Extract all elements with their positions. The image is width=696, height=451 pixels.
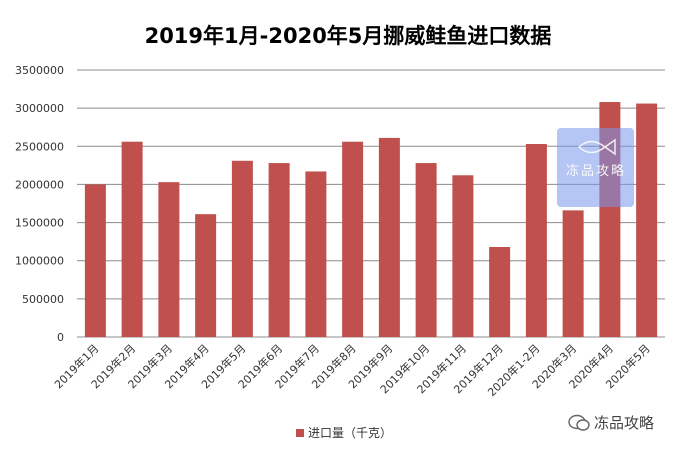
legend: 进口量（千克） <box>296 424 392 441</box>
bar <box>415 163 437 337</box>
bar <box>268 163 290 337</box>
watermark-text: 冻品攻略 <box>565 164 626 179</box>
y-tick-label: 2000000 <box>15 178 64 191</box>
bar <box>636 103 658 338</box>
bar <box>158 182 180 337</box>
bar <box>121 141 143 337</box>
chart-title: 2019年1月-2020年5月挪威鲑鱼进口数据 <box>144 24 552 48</box>
y-tick-label: 0 <box>57 331 64 344</box>
bar <box>231 160 253 337</box>
fish-icon <box>577 138 616 156</box>
bar <box>342 141 364 337</box>
brand-text: 冻品攻略 <box>594 414 655 432</box>
brand-mark: 冻品攻略 <box>568 412 654 433</box>
legend-swatch <box>296 428 304 437</box>
bar <box>195 214 217 337</box>
legend-label: 进口量（千克） <box>308 426 393 440</box>
watermark-box <box>557 128 634 207</box>
y-tick-label: 1000000 <box>15 255 64 268</box>
bar <box>378 137 400 337</box>
wechat-icon <box>568 414 590 431</box>
y-tick-label: 3000000 <box>15 102 64 115</box>
y-tick-label: 3500000 <box>15 64 64 77</box>
y-tick-label: 1500000 <box>15 217 64 230</box>
bar <box>305 171 327 337</box>
y-tick-label: 500000 <box>22 293 64 306</box>
bar <box>84 184 106 337</box>
bar <box>525 143 547 337</box>
y-tick-label: 2500000 <box>15 140 64 153</box>
bar <box>452 175 474 337</box>
bar <box>562 210 584 337</box>
bar <box>489 246 511 337</box>
